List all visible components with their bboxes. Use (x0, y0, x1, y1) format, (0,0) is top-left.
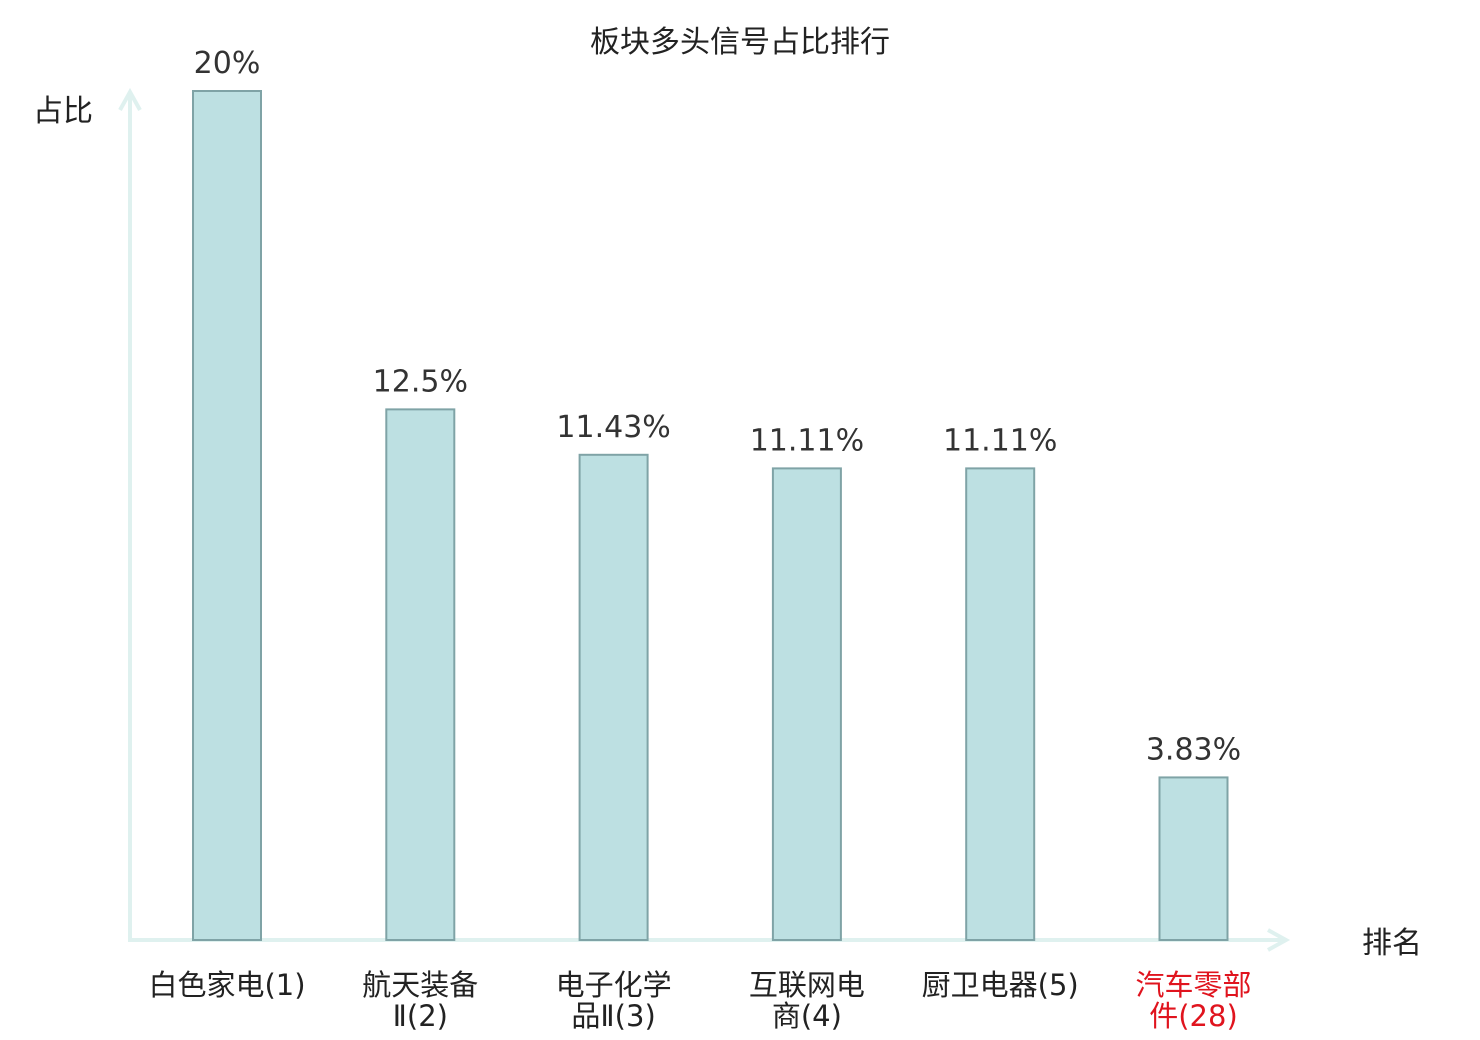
value-label-5: 11.11% (943, 423, 1057, 458)
value-label-3: 11.43% (556, 410, 670, 445)
category-label-6-line-1: 汽车零部 (1135, 968, 1251, 1002)
value-labels: 20% 12.5% 11.43% 11.11% 11.11% 3.83% (194, 46, 1242, 767)
bar-2 (385, 408, 456, 941)
chart-title: 板块多头信号占比排行 (590, 25, 890, 60)
x-axis-label: 排名 (1362, 926, 1422, 961)
category-label-2-line-2: Ⅱ(2) (393, 999, 448, 1033)
x-axis-arrow-icon (1267, 928, 1291, 952)
bar-series (192, 90, 1229, 941)
bar-5 (965, 467, 1036, 941)
category-label-3-line-2: 品Ⅱ(3) (571, 999, 655, 1033)
value-label-6: 3.83% (1146, 732, 1241, 767)
bar-1 (192, 90, 262, 941)
bar-4 (771, 467, 842, 941)
category-label-3-line-1: 电子化学 (556, 968, 672, 1002)
value-label-2: 12.5% (373, 364, 468, 399)
bar-3 (578, 453, 649, 941)
category-label-1-line-1: 白色家电(1) (148, 968, 305, 1002)
y-axis: 占比 (33, 87, 142, 940)
y-axis-label: 占比 (33, 94, 93, 129)
value-label-1: 20% (194, 46, 261, 81)
category-label-2-line-1: 航天装备 (362, 968, 478, 1002)
category-label-6-line-2: 件(28) (1149, 999, 1238, 1033)
y-axis-arrow-icon (118, 87, 142, 111)
bar-6 (1158, 776, 1229, 941)
x-axis: 排名 (128, 926, 1422, 961)
category-label-5-line-1: 厨卫电器(5) (922, 968, 1079, 1002)
category-label-4-line-2: 商(4) (772, 999, 842, 1033)
value-label-4: 11.11% (750, 423, 864, 458)
category-label-4-line-1: 互联网电 (749, 968, 865, 1002)
